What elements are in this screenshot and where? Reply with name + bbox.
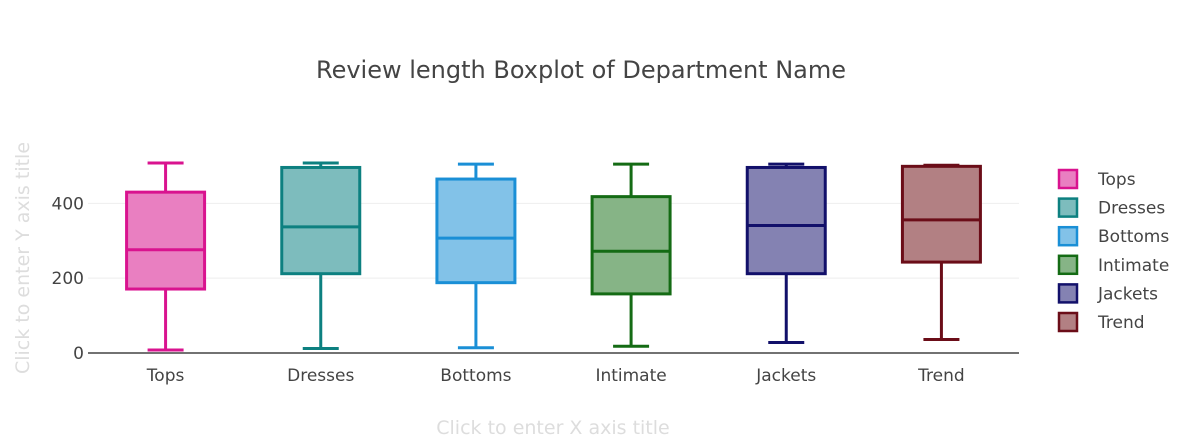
legend-item-tops[interactable]: Tops	[1057, 168, 1136, 190]
x-tick-label: Intimate	[595, 366, 666, 386]
box-bottoms	[435, 162, 517, 350]
iqr-box	[125, 190, 207, 291]
legend-label: Intimate	[1098, 256, 1169, 276]
legend-swatch	[1057, 168, 1079, 190]
chart-title: Review length Boxplot of Department Name	[315, 56, 847, 84]
legend-label: Trend	[1097, 313, 1145, 333]
iqr-box	[280, 165, 362, 276]
box-tops	[125, 161, 207, 352]
legend-swatch	[1057, 283, 1079, 304]
iqr-box	[900, 164, 982, 264]
boxes	[125, 161, 982, 352]
legend-swatch	[1057, 311, 1079, 333]
legend-item-jackets[interactable]: Jackets	[1057, 283, 1158, 304]
x-tick-label: Bottoms	[440, 366, 511, 386]
box-jackets	[745, 162, 827, 345]
box-trend	[900, 163, 982, 342]
legend-item-trend[interactable]: Trend	[1057, 311, 1145, 333]
legend-item-intimate[interactable]: Intimate	[1057, 254, 1169, 276]
x-tick-label: Jackets	[755, 366, 816, 386]
y-tick-label: 0	[73, 344, 84, 364]
iqr-box	[745, 165, 827, 276]
iqr-box	[590, 195, 672, 296]
legend-label: Dresses	[1098, 199, 1165, 219]
x-tick-label: Tops	[146, 366, 185, 386]
x-tick-label: Dresses	[287, 366, 354, 386]
boxplot-chart: 0 200 400 Tops Dresses Bottoms Intimate Jackets…	[52, 161, 1169, 386]
box-dresses	[280, 161, 362, 351]
axes: 0 200 400 Tops Dresses Bottoms Intimate Jackets…	[52, 194, 1019, 386]
legend-swatch	[1057, 254, 1079, 276]
legend-item-dresses[interactable]: Dresses	[1057, 197, 1165, 219]
x-tick-label: Trend	[917, 366, 965, 386]
legend-label: Jackets	[1097, 284, 1158, 304]
gridlines	[88, 202, 1019, 279]
iqr-box	[435, 177, 517, 285]
y-tick-label: 400	[52, 194, 84, 214]
legend-swatch	[1057, 197, 1079, 218]
y-tick-label: 200	[52, 269, 84, 289]
legend-label: Tops	[1097, 170, 1136, 190]
legend-swatch	[1057, 225, 1079, 247]
legend-label: Bottoms	[1098, 227, 1169, 247]
legend: Tops Dresses Bottoms Intimate Jackets Trend	[1057, 168, 1169, 333]
legend-item-bottoms[interactable]: Bottoms	[1057, 225, 1169, 247]
box-intimate	[590, 162, 672, 348]
